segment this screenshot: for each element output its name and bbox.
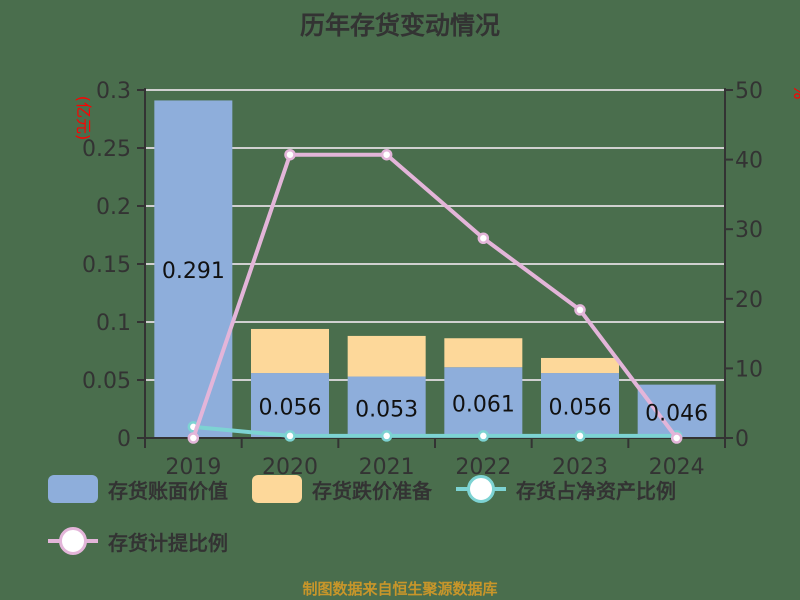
net-asset-ratio-line xyxy=(193,424,677,438)
net-asset-ratio-marker[interactable] xyxy=(574,430,586,442)
left-axis-tick-label: 0.25 xyxy=(82,137,131,162)
left-axis-tick-label: 0.15 xyxy=(82,253,131,278)
legend: 存货账面价值 存货跌价准备 存货占净资产比例 存货计提比例 xyxy=(48,470,788,574)
provision-ratio-marker[interactable] xyxy=(574,304,586,316)
x-axis-tick-label: 2019 xyxy=(165,455,221,480)
provision-ratio-line xyxy=(191,152,679,440)
source-footer: 制图数据来自恒生聚源数据库 xyxy=(302,580,498,598)
bar-provision[interactable] xyxy=(347,335,426,377)
provision-ratio-marker[interactable] xyxy=(477,232,490,244)
provision-ratio-marker[interactable] xyxy=(380,148,393,161)
bar-value-label: 0.291 xyxy=(162,259,225,284)
legend-item-book-value[interactable]: 存货账面价值 xyxy=(48,475,228,504)
bar-book-value[interactable] xyxy=(251,373,329,438)
bar-book-value[interactable] xyxy=(347,376,426,438)
left-axis-tick-label: 0.3 xyxy=(96,79,131,104)
chart-title: 历年存货变动情况 xyxy=(299,11,500,40)
bar-value-label: 0.053 xyxy=(355,397,418,422)
right-axis-tick-label: 40 xyxy=(735,149,763,174)
bar-value-label: 0.061 xyxy=(452,393,515,418)
right-axis-tick-label: 0 xyxy=(735,427,749,452)
legend-label-provision: 存货跌价准备 xyxy=(312,478,432,503)
net-asset-ratio-marker[interactable] xyxy=(380,430,393,442)
book-value-swatch-icon xyxy=(48,475,98,503)
provision-ratio-marker[interactable] xyxy=(670,432,683,444)
legend-label-provision-ratio: 存货计提比例 xyxy=(108,530,228,555)
left-axis-tick-label: 0 xyxy=(117,427,131,452)
right-axis-unit-label: % xyxy=(790,84,800,99)
bar-value-label: 0.046 xyxy=(645,401,708,426)
bar-provision[interactable] xyxy=(541,357,619,374)
left-axis-unit-label: (亿元) xyxy=(74,96,93,141)
x-axis-tick-label: 2023 xyxy=(552,455,608,480)
legend-item-provision-ratio[interactable]: 存货计提比例 xyxy=(48,527,228,556)
left-axis-tick-label: 0.05 xyxy=(82,369,131,394)
provision-swatch-icon xyxy=(252,475,302,503)
legend-item-provision[interactable]: 存货跌价准备 xyxy=(252,475,432,504)
bar-book-value[interactable] xyxy=(444,367,523,438)
right-axis-tick-label: 20 xyxy=(735,288,763,313)
bar-book-value[interactable] xyxy=(637,384,716,438)
provision-ratio-marker[interactable] xyxy=(187,432,200,444)
right-axis-tick-label: 50 xyxy=(735,79,763,104)
legend-label-book-value: 存货账面价值 xyxy=(108,478,228,503)
left-axis-tick-label: 0.2 xyxy=(96,195,131,220)
legend-item-net-asset-ratio[interactable]: 存货占净资产比例 xyxy=(456,475,676,504)
net-asset-ratio-marker[interactable] xyxy=(477,430,490,442)
net-asset-ratio-line-marker-icon xyxy=(456,475,506,503)
provision-ratio-marker[interactable] xyxy=(284,148,296,161)
net-asset-ratio-marker[interactable] xyxy=(284,430,296,442)
right-axis-tick-label: 10 xyxy=(735,357,763,382)
bar-provision[interactable] xyxy=(251,328,329,374)
right-axis-tick-label: 30 xyxy=(735,218,763,243)
legend-label-net-asset-ratio: 存货占净资产比例 xyxy=(516,478,676,503)
bar-book-value[interactable] xyxy=(154,100,233,438)
x-axis-tick-label: 2024 xyxy=(649,455,705,480)
bar-value-label: 0.056 xyxy=(259,396,322,421)
bar-book-value[interactable] xyxy=(541,373,619,438)
bar-provision[interactable] xyxy=(444,338,523,368)
bar-value-label: 0.056 xyxy=(549,396,612,421)
provision-ratio-line-marker-icon xyxy=(48,527,98,555)
x-axis-tick-label: 2021 xyxy=(359,455,415,480)
left-axis-tick-label: 0.1 xyxy=(96,311,131,336)
